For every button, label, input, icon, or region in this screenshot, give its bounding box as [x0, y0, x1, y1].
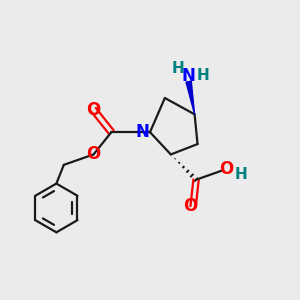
Text: O: O [86, 101, 101, 119]
Text: O: O [183, 197, 197, 215]
Text: N: N [182, 67, 196, 85]
Polygon shape [186, 81, 195, 114]
Text: O: O [219, 160, 233, 178]
Text: H: H [234, 167, 247, 182]
Text: H: H [197, 68, 210, 83]
Text: N: N [136, 123, 149, 141]
Text: O: O [86, 146, 101, 164]
Text: H: H [172, 61, 184, 76]
